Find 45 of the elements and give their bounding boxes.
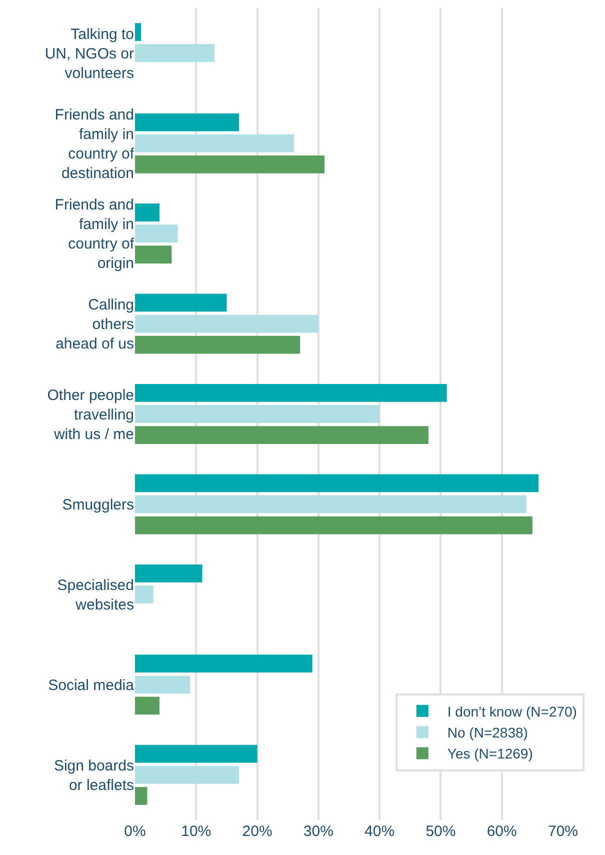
- x-tick-label: 70%: [548, 823, 578, 840]
- bar: [135, 426, 428, 444]
- bar: [135, 654, 312, 673]
- legend-label: Yes (N=1269): [447, 746, 533, 762]
- bar: [135, 586, 154, 604]
- bar: [135, 23, 142, 42]
- legend-label: I don’t know (N=270): [447, 703, 577, 720]
- y-tick-label: Specialised websites: [57, 576, 134, 614]
- x-tick-label: 20%: [242, 823, 272, 840]
- bar: [135, 246, 172, 264]
- y-tick-label: Other people travelling with us / me: [47, 386, 134, 443]
- x-tick-label: 50%: [426, 823, 456, 840]
- bar: [135, 113, 239, 132]
- bar: [135, 564, 202, 582]
- bar: [135, 786, 148, 805]
- bar: [135, 384, 447, 402]
- bar: [135, 294, 227, 312]
- legend-label: No (N=2838): [447, 724, 528, 741]
- x-tick-label: 0%: [124, 823, 146, 840]
- bar: [135, 44, 214, 62]
- bar: [135, 676, 190, 694]
- x-tick-label: 40%: [364, 823, 395, 840]
- bar: [135, 224, 178, 242]
- bar: [135, 766, 239, 784]
- bar: [135, 474, 539, 492]
- bar: [135, 405, 380, 423]
- y-tick-label: Friends and family in country of origin: [54, 196, 135, 272]
- y-tick-label: Talking to UN, NGOs or volunteers: [44, 26, 134, 82]
- y-tick-label: Calling others ahead of us: [56, 296, 134, 353]
- bar: [135, 204, 160, 222]
- bar: [135, 744, 258, 763]
- bar: [135, 155, 325, 174]
- y-tick-label: Sign boards or leaflets: [54, 757, 134, 794]
- x-tick-label: 10%: [181, 823, 212, 840]
- bar: [135, 495, 526, 514]
- bar: [135, 314, 318, 333]
- bar: [135, 516, 532, 534]
- bar: [135, 696, 160, 715]
- y-tick-label: Friends and family in country of destination: [54, 106, 135, 182]
- y-tick-label: Smugglers: [62, 496, 134, 514]
- y-tick-label: Social media: [48, 676, 135, 694]
- bar: [135, 336, 300, 354]
- x-tick-label: 30%: [303, 823, 334, 840]
- x-tick-label: 60%: [486, 823, 517, 840]
- bar: [135, 134, 294, 152]
